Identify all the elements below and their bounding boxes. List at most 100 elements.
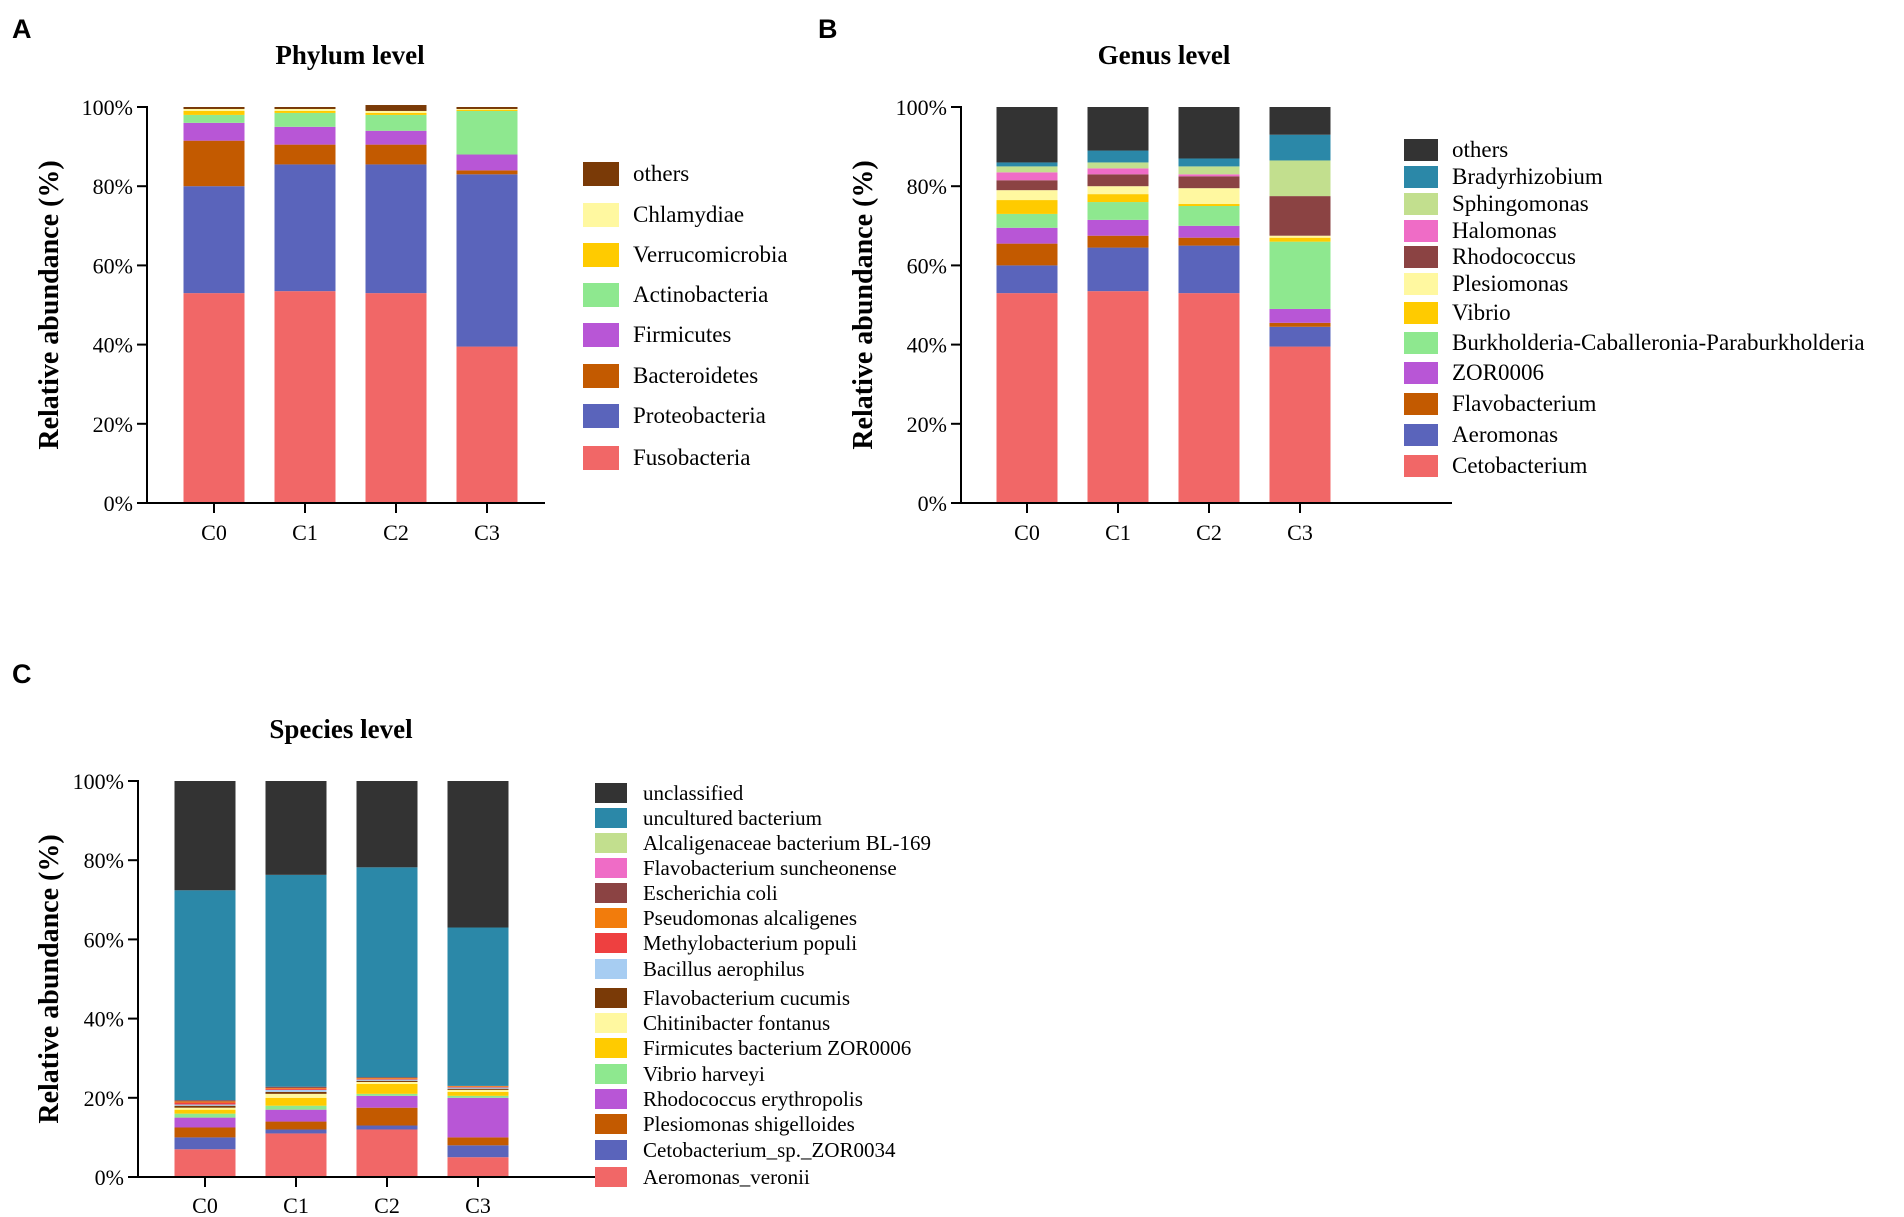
bar-segment-c0-aeromonas xyxy=(996,265,1058,294)
bar-segment-c2-actinobacteria xyxy=(365,114,427,131)
y-tick-label: 60% xyxy=(93,253,133,278)
y-tick-label: 80% xyxy=(84,848,124,873)
bar-segment-c1-rhodococcus xyxy=(1087,174,1149,187)
legend-swatch-zor0006 xyxy=(1404,362,1438,384)
x-tick-label: C2 xyxy=(383,520,409,545)
bar-segment-c2-verrucomicrobia xyxy=(365,112,427,115)
bar-segment-c1-cetobacterium-sp-zor0034 xyxy=(265,1129,327,1134)
bar-segment-c1-aeromonas-veronii xyxy=(265,1133,327,1177)
bar-segment-c3-aeromonas xyxy=(1269,326,1331,347)
legend-label-others: others xyxy=(1452,137,1508,162)
legend-label-plesiomonas: Plesiomonas xyxy=(1452,271,1568,296)
legend-swatch-chlamydiae xyxy=(583,203,619,227)
chart-title: Phylum level xyxy=(275,40,425,70)
bar-segment-c0-burkholderia-caballeronia-paraburkholderia xyxy=(996,213,1058,228)
bar-segment-c3-chlamydiae xyxy=(456,108,518,110)
bar-segment-c1-actinobacteria xyxy=(274,112,336,127)
bar-segment-c1-rhodococcus-erythropolis xyxy=(265,1109,327,1122)
bar-segment-c0-vibrio xyxy=(996,200,1058,214)
y-tick-label: 20% xyxy=(93,412,133,437)
bar-segment-c2-burkholderia-caballeronia-paraburkholderia xyxy=(1178,206,1240,226)
bar-segment-c3-unclassified xyxy=(447,781,509,928)
legend-swatch-rhodococcus-erythropolis xyxy=(595,1089,627,1109)
legend-swatch-unclassified xyxy=(595,783,627,803)
legend-label-fusobacteria: Fusobacteria xyxy=(633,445,751,470)
chart-phylum: Phylum level Relative abundance (%) 0% 20% 4… xyxy=(34,40,788,545)
x-tick-label: C0 xyxy=(192,1193,218,1217)
chart-title: Genus level xyxy=(1098,40,1231,70)
x-tick-label: C3 xyxy=(474,520,500,545)
bar-segment-c1-vibrio-harveyi xyxy=(265,1105,327,1110)
chart-genus: Genus level Relative abundance (%) 0% 20% 40… xyxy=(848,40,1865,545)
bar-segment-c1-zor0006 xyxy=(1087,219,1149,236)
bar-segment-c0-firmicutes-bacterium-zor0006 xyxy=(174,1109,236,1114)
bar-segment-c1-others xyxy=(274,107,336,109)
bar-segment-c2-plesiomonas xyxy=(1178,188,1240,205)
legend-label-others: others xyxy=(633,161,689,186)
bar-segment-c1-burkholderia-caballeronia-paraburkholderia xyxy=(1087,202,1149,220)
legend-label-chitinibacter-fontanus: Chitinibacter fontanus xyxy=(643,1011,830,1035)
y-axis-label: Relative abundance (%) xyxy=(848,160,879,449)
legend-swatch-escherichia-coli xyxy=(595,883,627,903)
y-tick-label: 100% xyxy=(82,95,133,120)
bar-segment-c2-firmicutes-bacterium-zor0006 xyxy=(356,1083,418,1094)
bar-segment-c2-sphingomonas xyxy=(1178,166,1240,175)
x-tick-label: C3 xyxy=(1287,520,1313,545)
bar-segment-c0-aeromonas-veronii xyxy=(174,1149,236,1177)
legend-swatch-vibrio xyxy=(1404,302,1438,324)
panel-label-b: B xyxy=(818,14,838,44)
y-tick-label: 20% xyxy=(84,1086,124,1111)
legend-label-vibrio: Vibrio xyxy=(1452,300,1511,325)
legend-swatch-chitinibacter-fontanus xyxy=(595,1013,627,1033)
bar-segment-c2-firmicutes xyxy=(365,130,427,145)
bar-segment-c2-escherichia-coli xyxy=(356,1077,418,1078)
bar-segment-c2-aeromonas-veronii xyxy=(356,1129,418,1177)
y-tick-label: 60% xyxy=(84,927,124,952)
y-tick-label: 40% xyxy=(84,1007,124,1032)
bar-segment-c1-proteobacteria xyxy=(274,164,336,292)
legend-swatch-flavobacterium-suncheonense xyxy=(595,858,627,878)
panel-label-c: C xyxy=(12,659,32,689)
y-tick-label: 0% xyxy=(918,491,947,516)
y-tick-label: 100% xyxy=(896,95,947,120)
bar-segment-c0-chitinibacter-fontanus xyxy=(174,1107,236,1110)
bar-segment-c1-pseudomonas-alcaligenes xyxy=(265,1087,327,1089)
bar-segment-c3-bacteroidetes xyxy=(456,170,518,175)
legend-label-sphingomonas: Sphingomonas xyxy=(1452,191,1589,216)
legend-swatch-others xyxy=(1404,139,1438,161)
legend-label-cetobacterium: Cetobacterium xyxy=(1452,453,1588,478)
bar-segment-c2-cetobacterium-sp-zor0034 xyxy=(356,1125,418,1130)
bar-segment-c2-others xyxy=(1178,107,1240,159)
bar-segment-c1-plesiomonas-shigelloides xyxy=(265,1121,327,1130)
legend-swatch-bacteroidetes xyxy=(583,364,619,388)
bar-segment-c3-vibrio xyxy=(1269,237,1331,242)
bar-segment-c0-bacteroidetes xyxy=(183,140,245,187)
legend-swatch-aeromonas xyxy=(1404,424,1438,446)
bar-segment-c1-others xyxy=(1087,107,1149,151)
legend-swatch-burkholderia-caballeronia-paraburkholderia xyxy=(1404,332,1438,354)
bar-segment-c2-flavobacterium-cucumis xyxy=(356,1080,418,1082)
legend-swatch-cetobacterium xyxy=(1404,455,1438,477)
bar-segment-c3-proteobacteria xyxy=(456,174,518,347)
legend-label-rhodococcus-erythropolis: Rhodococcus erythropolis xyxy=(643,1087,863,1111)
bar-segment-c3-plesiomonas xyxy=(1269,235,1331,238)
legend-swatch-firmicutes xyxy=(583,323,619,347)
bar-segment-c0-bacillus-aerophilus xyxy=(174,1104,236,1106)
legend-label-verrucomicrobia: Verrucomicrobia xyxy=(633,242,788,267)
legend-label-burkholderia-caballeronia-paraburkholderia: Burkholderia-Caballeronia-Paraburkholder… xyxy=(1452,330,1865,355)
bar-segment-c2-proteobacteria xyxy=(365,164,427,294)
chart-species: Species level Relative abundance (%) 0% 20%… xyxy=(34,714,931,1217)
chart-title: Species level xyxy=(269,714,413,744)
legend-label-uncultured-bacterium: uncultured bacterium xyxy=(643,806,822,830)
bar-segment-c1-bacillus-aerophilus xyxy=(265,1089,327,1092)
bar-segment-c2-uncultured-bacterium xyxy=(356,867,418,1078)
bar-segment-c2-others xyxy=(365,105,427,111)
bar-segment-c1-flavobacterium xyxy=(1087,235,1149,248)
bar-segment-c1-chlamydiae xyxy=(274,108,336,111)
legend-label-proteobacteria: Proteobacteria xyxy=(633,403,766,428)
bar-segment-c3-flavobacterium xyxy=(1269,322,1331,327)
x-tick-label: C3 xyxy=(465,1193,491,1217)
bar-segment-c2-zor0006 xyxy=(1178,225,1240,238)
legend-swatch-fusobacteria xyxy=(583,446,619,470)
bar-segment-c2-chitinibacter-fontanus xyxy=(356,1081,418,1084)
